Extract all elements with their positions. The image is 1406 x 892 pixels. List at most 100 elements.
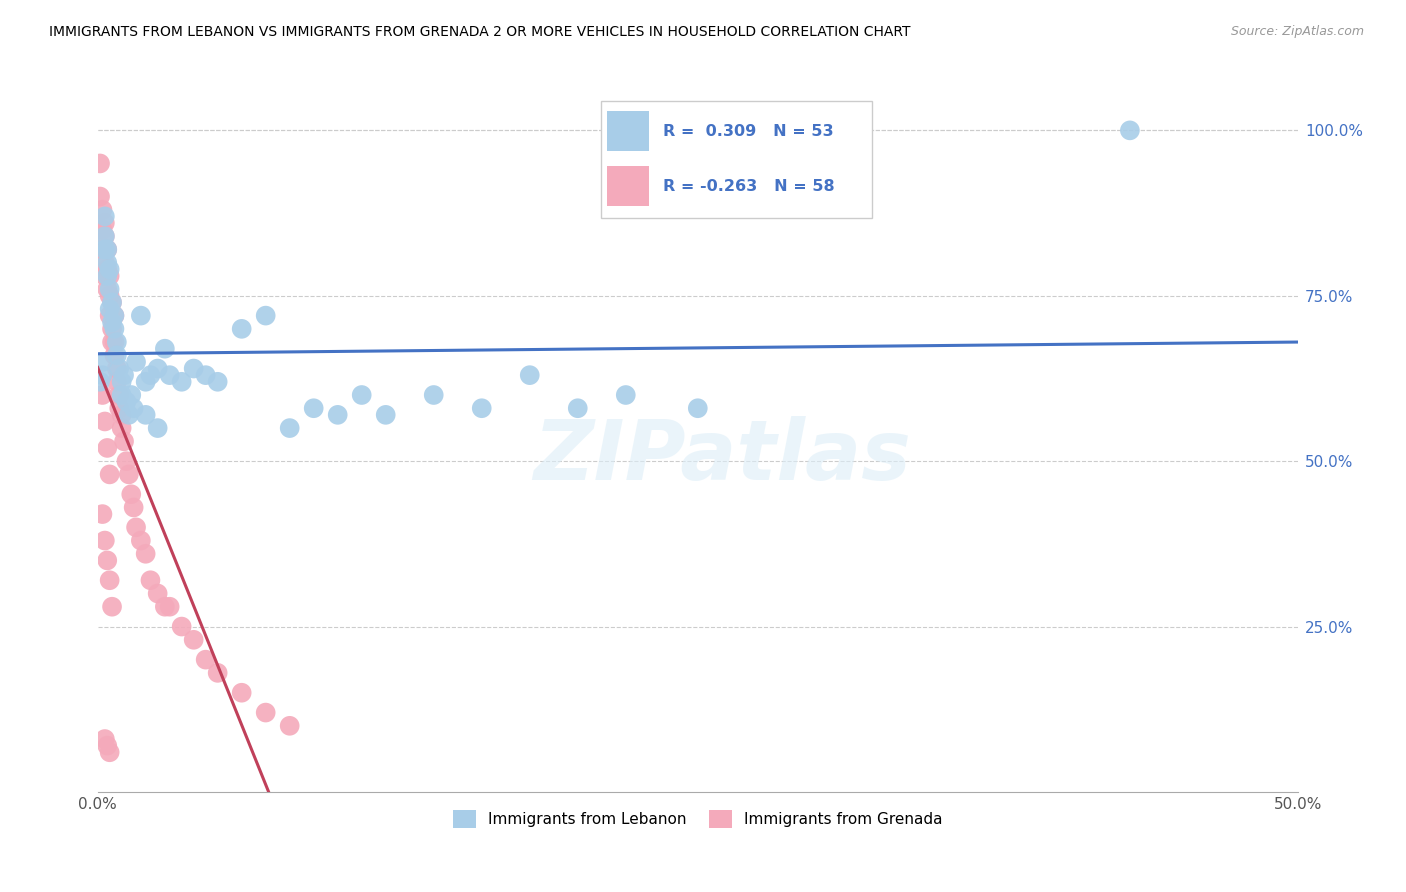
Point	[103, 348, 125, 362]
Point	[103, 322, 125, 336]
Point	[567, 401, 589, 416]
Point	[135, 408, 157, 422]
Point	[96, 268, 118, 283]
Point	[98, 467, 121, 482]
Point	[103, 309, 125, 323]
Point	[278, 421, 301, 435]
Point	[146, 421, 169, 435]
Point	[519, 368, 541, 383]
Point	[159, 599, 181, 614]
Point	[91, 243, 114, 257]
Point	[103, 309, 125, 323]
Point	[122, 500, 145, 515]
Point	[254, 706, 277, 720]
Point	[207, 375, 229, 389]
Point	[471, 401, 494, 416]
Point	[112, 368, 135, 383]
Point	[105, 348, 128, 362]
Point	[231, 322, 253, 336]
Legend: Immigrants from Lebanon, Immigrants from Grenada: Immigrants from Lebanon, Immigrants from…	[447, 804, 949, 834]
Text: IMMIGRANTS FROM LEBANON VS IMMIGRANTS FROM GRENADA 2 OR MORE VEHICLES IN HOUSEHO: IMMIGRANTS FROM LEBANON VS IMMIGRANTS FR…	[49, 25, 911, 39]
Point	[98, 289, 121, 303]
Point	[101, 315, 124, 329]
Text: ZIPatlas: ZIPatlas	[533, 416, 911, 497]
Point	[326, 408, 349, 422]
Point	[183, 632, 205, 647]
Point	[98, 262, 121, 277]
Point	[96, 739, 118, 753]
Point	[96, 243, 118, 257]
Point	[111, 421, 134, 435]
Point	[153, 342, 176, 356]
Point	[207, 665, 229, 680]
Point	[101, 322, 124, 336]
Point	[101, 334, 124, 349]
Point	[96, 243, 118, 257]
Point	[94, 414, 117, 428]
Point	[170, 619, 193, 633]
Point	[94, 255, 117, 269]
Point	[278, 719, 301, 733]
Point	[115, 394, 138, 409]
Point	[94, 229, 117, 244]
Point	[94, 533, 117, 548]
Point	[89, 156, 111, 170]
Point	[98, 268, 121, 283]
Point	[94, 268, 117, 283]
Point	[129, 533, 152, 548]
Point	[91, 202, 114, 217]
Point	[98, 745, 121, 759]
Point	[125, 355, 148, 369]
Point	[120, 487, 142, 501]
Point	[94, 216, 117, 230]
Point	[118, 408, 141, 422]
Point	[101, 295, 124, 310]
Point	[112, 434, 135, 449]
Point	[374, 408, 396, 422]
Point	[111, 388, 134, 402]
Point	[111, 408, 134, 422]
Point	[194, 368, 217, 383]
Point	[120, 388, 142, 402]
Point	[302, 401, 325, 416]
Point	[94, 732, 117, 747]
Point	[194, 653, 217, 667]
Point	[115, 454, 138, 468]
Point	[118, 467, 141, 482]
Point	[159, 368, 181, 383]
Point	[183, 361, 205, 376]
Point	[94, 243, 117, 257]
Point	[91, 388, 114, 402]
Point	[170, 375, 193, 389]
Point	[91, 355, 114, 369]
Point	[105, 334, 128, 349]
Point	[98, 574, 121, 588]
Point	[101, 295, 124, 310]
Point	[111, 375, 134, 389]
Point	[96, 441, 118, 455]
Point	[146, 361, 169, 376]
Point	[105, 375, 128, 389]
Point	[108, 388, 131, 402]
Point	[1119, 123, 1142, 137]
Point	[101, 599, 124, 614]
Point	[125, 520, 148, 534]
Point	[98, 301, 121, 316]
Point	[96, 282, 118, 296]
Y-axis label: 2 or more Vehicles in Household: 2 or more Vehicles in Household	[0, 317, 7, 553]
Point	[122, 401, 145, 416]
Point	[103, 334, 125, 349]
Point	[135, 375, 157, 389]
Point	[98, 309, 121, 323]
Point	[91, 368, 114, 383]
Point	[135, 547, 157, 561]
Point	[139, 368, 162, 383]
Point	[350, 388, 373, 402]
Point	[94, 229, 117, 244]
Point	[89, 189, 111, 203]
Point	[96, 262, 118, 277]
Point	[422, 388, 444, 402]
Point	[146, 586, 169, 600]
Point	[94, 210, 117, 224]
Point	[254, 309, 277, 323]
